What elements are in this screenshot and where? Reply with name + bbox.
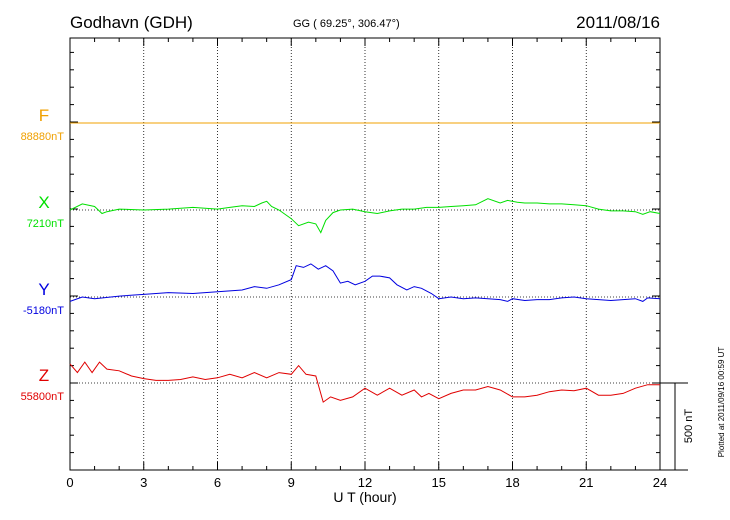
series-name-y: Y [38,280,49,299]
plotted-timestamp: Plotted at 2011/09/16 00:59 UT [717,347,726,458]
plot-date: 2011/08/16 [576,13,660,32]
series-name-z: Z [39,366,49,385]
series-name-x: X [38,193,49,212]
series-baseline-f: 88880nT [21,131,65,143]
series-name-f: F [39,106,49,125]
x-tick-label: 6 [214,475,221,490]
x-tick-label: 18 [505,475,519,490]
series-labels: F 88880nT X 7210nT Y -5180nT Z 55800nT [21,106,65,403]
x-tick-label: 24 [653,475,667,490]
x-axis-label: U T (hour) [333,489,396,505]
x-tick-label: 3 [140,475,147,490]
station-coordinates: GG ( 69.25°, 306.47°) [293,18,400,30]
series-lines [69,122,661,403]
series-line-y [69,263,661,302]
scale-bar: 500 nT [660,382,695,471]
x-tick-label: 9 [288,475,295,490]
series-baseline-x: 7210nT [27,218,65,230]
plot-area [69,37,661,471]
x-tick-labels: 0 3 6 9 12 15 18 21 24 [66,475,667,490]
series-baseline-z: 55800nT [21,391,65,403]
scale-bar-label: 500 nT [683,409,695,444]
x-tick-label: 0 [66,475,73,490]
x-tick-label: 12 [358,475,372,490]
series-line-x [69,198,661,234]
tick-marks [69,38,661,471]
x-tick-label: 15 [432,475,446,490]
x-tick-label: 21 [579,475,593,490]
grid-lines [143,38,587,470]
series-baseline-y: -5180nT [23,305,64,317]
station-title: Godhavn (GDH) [70,13,193,32]
series-line-z [69,361,660,403]
